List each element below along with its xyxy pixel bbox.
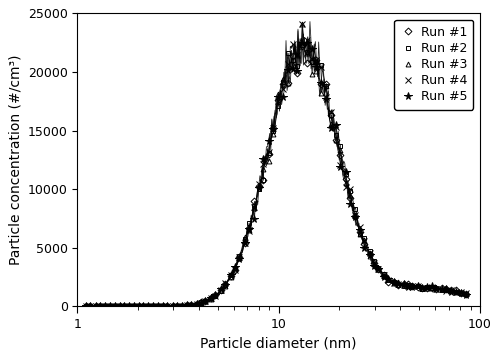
Run #1 bbox=[83, 304, 89, 308]
Run #5 bbox=[333, 123, 339, 127]
Run #2 bbox=[424, 285, 430, 290]
Run #2 bbox=[314, 60, 320, 64]
Y-axis label: Particle concentration (#/cm³): Particle concentration (#/cm³) bbox=[8, 55, 22, 265]
Run #5 bbox=[314, 65, 320, 69]
Run #5 bbox=[318, 81, 324, 85]
Run #5 bbox=[300, 41, 306, 45]
Run #4 bbox=[333, 125, 339, 130]
Run #5 bbox=[252, 216, 258, 221]
Run #2 bbox=[318, 62, 324, 67]
Run #5 bbox=[462, 293, 468, 297]
Line: Run #4: Run #4 bbox=[82, 21, 468, 309]
Run #2 bbox=[300, 42, 306, 47]
Run #3 bbox=[314, 68, 320, 73]
Run #3 bbox=[347, 193, 353, 197]
Run #4 bbox=[83, 304, 89, 308]
Run #3 bbox=[83, 304, 89, 308]
Run #1 bbox=[424, 286, 430, 290]
Run #5 bbox=[424, 285, 430, 289]
Run #3 bbox=[300, 22, 306, 26]
Run #1 bbox=[314, 58, 320, 62]
Line: Run #2: Run #2 bbox=[84, 42, 468, 309]
Run #2 bbox=[347, 189, 353, 193]
Run #3 bbox=[424, 285, 430, 290]
Run #4 bbox=[314, 58, 320, 62]
Run #2 bbox=[252, 204, 258, 208]
Run #1 bbox=[462, 292, 468, 296]
Run #5 bbox=[83, 304, 89, 308]
Run #1 bbox=[347, 196, 353, 200]
Run #4 bbox=[462, 291, 468, 295]
Run #1 bbox=[333, 137, 339, 142]
Line: Run #3: Run #3 bbox=[84, 21, 468, 309]
Run #3 bbox=[462, 292, 468, 296]
Run #4 bbox=[318, 65, 324, 69]
Run #1 bbox=[300, 44, 306, 48]
Run #2 bbox=[462, 292, 468, 296]
X-axis label: Particle diameter (nm): Particle diameter (nm) bbox=[200, 337, 357, 351]
Legend: Run #1, Run #2, Run #3, Run #4, Run #5: Run #1, Run #2, Run #3, Run #4, Run #5 bbox=[394, 20, 473, 109]
Line: Run #1: Run #1 bbox=[84, 44, 468, 309]
Run #1 bbox=[252, 199, 258, 204]
Run #2 bbox=[83, 304, 89, 308]
Run #3 bbox=[333, 138, 339, 143]
Run #4 bbox=[424, 286, 430, 290]
Run #2 bbox=[333, 133, 339, 137]
Run #4 bbox=[252, 205, 258, 209]
Run #5 bbox=[347, 202, 353, 206]
Run #3 bbox=[252, 206, 258, 210]
Run #1 bbox=[318, 82, 324, 86]
Line: Run #5: Run #5 bbox=[82, 39, 469, 310]
Run #4 bbox=[300, 22, 306, 27]
Run #3 bbox=[318, 91, 324, 95]
Run #4 bbox=[347, 187, 353, 191]
